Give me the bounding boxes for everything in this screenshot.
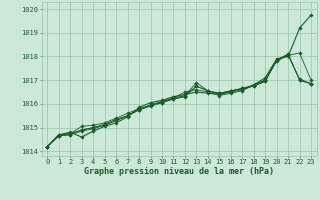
X-axis label: Graphe pression niveau de la mer (hPa): Graphe pression niveau de la mer (hPa) — [84, 167, 274, 176]
